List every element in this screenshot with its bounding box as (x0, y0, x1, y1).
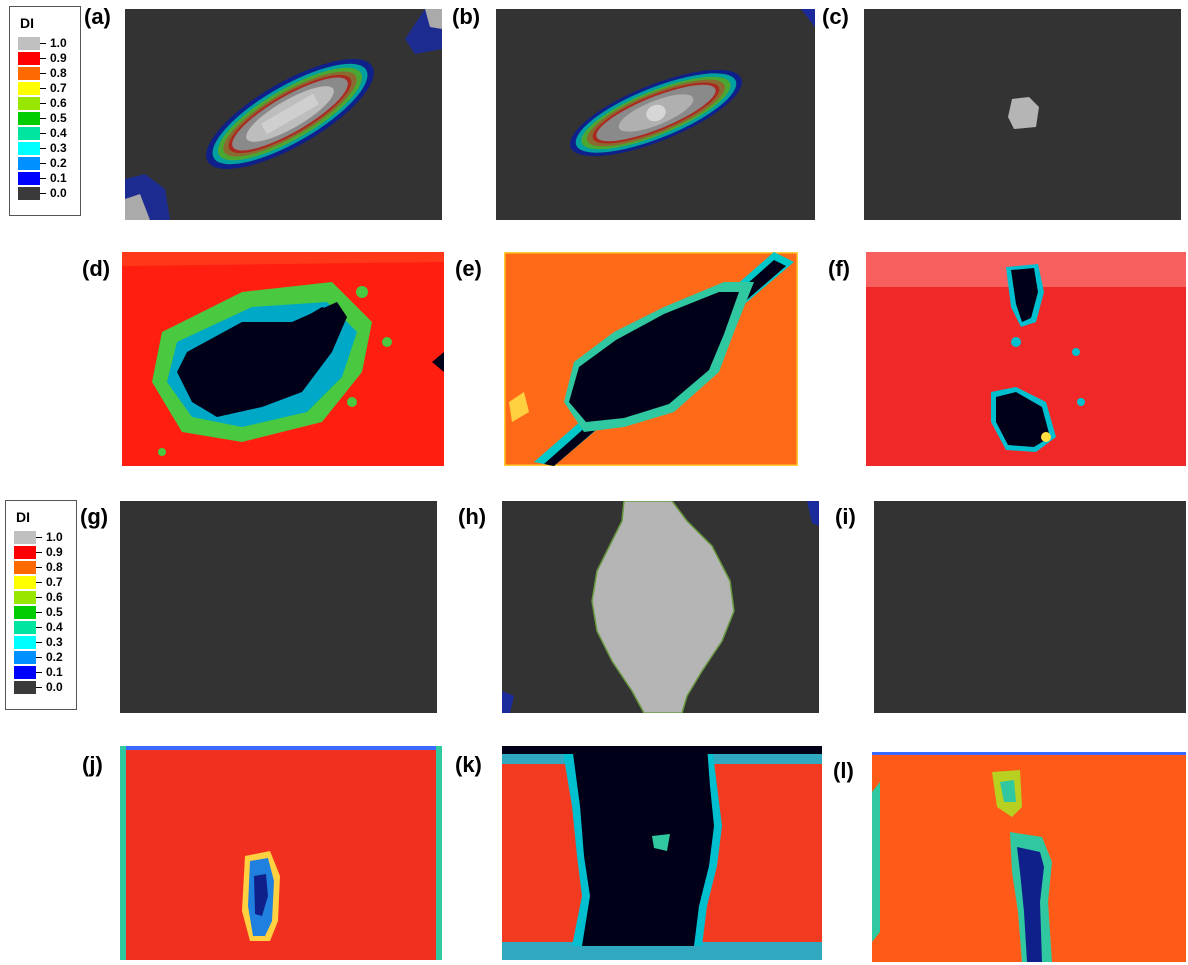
legend-swatch (18, 97, 40, 110)
legend-swatch (14, 636, 36, 649)
legend-swatch (18, 52, 40, 65)
legend-swatch (18, 82, 40, 95)
panel-label-d: (d) (82, 256, 111, 281)
legend-swatch (18, 142, 40, 155)
legend-label: 0.4 (50, 126, 67, 140)
legend-swatch (14, 681, 36, 694)
legend-label: 0.5 (46, 605, 63, 619)
panel-i-simulated-damage (874, 501, 1186, 713)
legend-title: DI (16, 509, 30, 525)
legend-tick (40, 43, 46, 44)
legend-label: 0.9 (50, 51, 67, 65)
legend-label: 0.7 (46, 575, 63, 589)
legend-label: 0.3 (50, 141, 67, 155)
legend-label: 0.0 (50, 186, 67, 200)
panel-label-i: (i) (835, 504, 856, 529)
legend-swatch (18, 37, 40, 50)
panel-e-measured-damage (504, 252, 798, 466)
legend-label: 0.1 (50, 171, 67, 185)
legend-label: 1.0 (50, 36, 67, 50)
panel-label-g: (g) (80, 504, 109, 529)
legend-tick (40, 88, 46, 89)
legend-label: 0.1 (46, 665, 63, 679)
panel-g-simulated-damage (120, 501, 437, 713)
legend-label: 0.7 (50, 81, 67, 95)
legend-tick (40, 58, 46, 59)
legend-tick (36, 642, 42, 643)
legend-tick (36, 612, 42, 613)
legend-label: 0.4 (46, 620, 63, 634)
legend-label: 0.6 (50, 96, 67, 110)
legend-swatch (14, 561, 36, 574)
legend-label: 0.5 (50, 111, 67, 125)
legend-swatch (14, 546, 36, 559)
legend-label: 0.8 (46, 560, 63, 574)
legend-tick (36, 627, 42, 628)
panel-d-measured-damage (122, 252, 444, 466)
legend-swatch (14, 531, 36, 544)
legend-label: 0.3 (46, 635, 63, 649)
legend-label: 0.2 (50, 156, 67, 170)
legend-label: 0.6 (46, 590, 63, 604)
panel-label-b: (b) (452, 4, 481, 29)
legend-label: 0.2 (46, 650, 63, 664)
panel-label-a: (a) (84, 4, 111, 29)
legend-tick (36, 672, 42, 673)
legend-swatch (18, 172, 40, 185)
legend-title: DI (20, 15, 34, 31)
legend-tick (36, 687, 42, 688)
panel-b-simulated-damage (496, 9, 815, 220)
legend-tick (40, 118, 46, 119)
panel-f-measured-damage (866, 252, 1186, 466)
legend-swatch (18, 112, 40, 125)
legend-swatch (18, 127, 40, 140)
legend-tick (36, 582, 42, 583)
legend-tick (40, 73, 46, 74)
legend-tick (40, 178, 46, 179)
damage-index-legend-top: DI 1.0 0.9 0.8 0.7 0.6 0.5 0.4 0.3 0.2 0.1 0.0 (9, 6, 81, 216)
legend-swatch (14, 606, 36, 619)
legend-swatch (18, 67, 40, 80)
legend-tick (36, 537, 42, 538)
panel-l-measured-damage (872, 752, 1186, 962)
legend-swatch (18, 187, 40, 200)
legend-tick (36, 567, 42, 568)
legend-label: 0.9 (46, 545, 63, 559)
legend-swatch (14, 576, 36, 589)
legend-swatch (14, 651, 36, 664)
panel-j-measured-damage (120, 746, 442, 960)
panel-h-simulated-damage (502, 501, 819, 713)
legend-swatch (14, 591, 36, 604)
legend-tick (40, 133, 46, 134)
legend-label: 1.0 (46, 530, 63, 544)
panel-label-l: (l) (833, 758, 854, 783)
legend-swatch (18, 157, 40, 170)
panel-label-f: (f) (828, 256, 850, 281)
panel-label-h: (h) (458, 504, 487, 529)
panel-label-k: (k) (455, 752, 482, 777)
legend-tick (40, 163, 46, 164)
legend-tick (40, 103, 46, 104)
legend-tick (36, 657, 42, 658)
panel-label-e: (e) (455, 256, 482, 281)
legend-tick (40, 193, 46, 194)
legend-tick (40, 148, 46, 149)
damage-index-legend-bottom: DI 1.0 0.9 0.8 0.7 0.6 0.5 0.4 0.3 0.2 0.1 0.0 (5, 500, 77, 710)
legend-tick (36, 597, 42, 598)
legend-swatch (14, 621, 36, 634)
legend-label: 0.8 (50, 66, 67, 80)
panel-c-simulated-damage (864, 9, 1181, 220)
panel-a-simulated-damage (125, 9, 442, 220)
legend-tick (36, 552, 42, 553)
legend-label: 0.0 (46, 680, 63, 694)
panel-k-measured-damage (502, 746, 822, 960)
panel-label-c: (c) (822, 4, 849, 29)
panel-label-j: (j) (82, 752, 103, 777)
legend-swatch (14, 666, 36, 679)
